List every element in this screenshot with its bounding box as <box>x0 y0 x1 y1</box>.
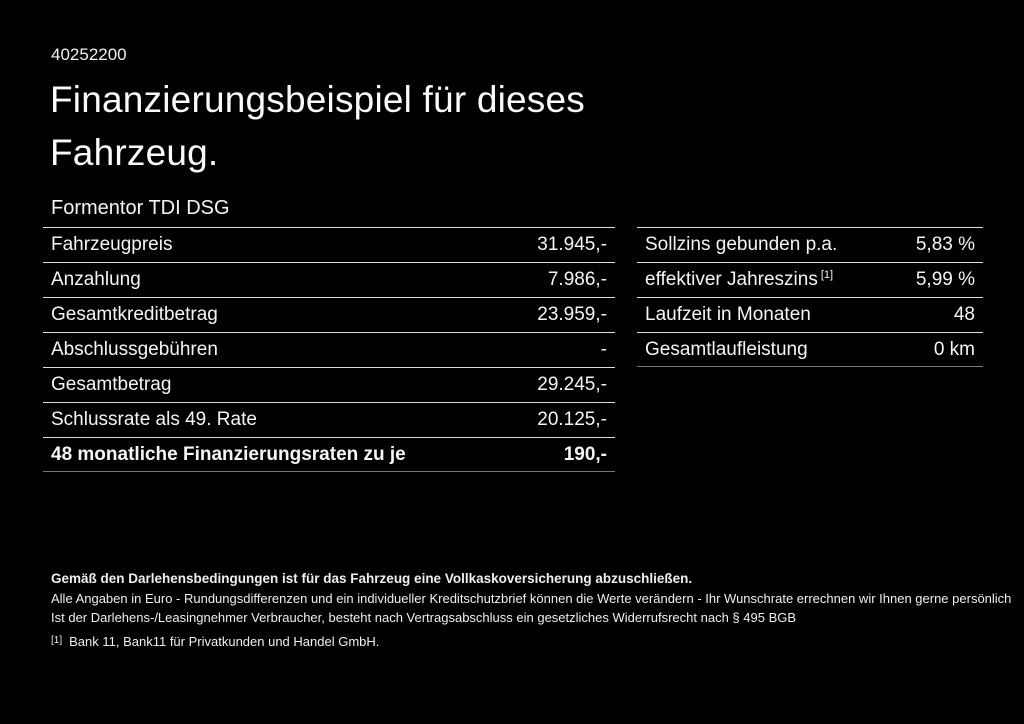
row-value: 0 km <box>933 338 975 360</box>
table-row-effektiver-jahreszins: effektiver Jahreszins [1] 5,99 % <box>637 262 983 297</box>
page-title-line1: Finanzierungsbeispiel für dieses <box>50 79 585 120</box>
finance-table: Fahrzeugpreis 31.945,- Anzahlung 7.986,-… <box>43 227 615 472</box>
footer-withdrawal-note: Ist der Darlehens-/Leasingnehmer Verbrau… <box>51 610 797 625</box>
table-row-gesamtbetrag: Gesamtbetrag 29.245,- <box>43 367 615 402</box>
row-value: 5,99 % <box>915 269 975 290</box>
footer-disclaimer: Alle Angaben in Euro - Rundungsdifferenz… <box>51 591 1012 606</box>
row-value: 5,83 % <box>915 234 975 255</box>
table-row-gesamtkreditbetrag: Gesamtkreditbetrag 23.959,- <box>43 297 615 332</box>
footnote-marker: [1] <box>51 635 63 646</box>
row-value: - <box>600 339 607 360</box>
row-value: 190,- <box>563 443 607 465</box>
row-label: 48 monatliche Finanzierungsraten zu je <box>51 443 406 465</box>
row-value: 29.245,- <box>537 374 607 395</box>
row-label: Gesamtkreditbetrag <box>51 304 218 325</box>
page-title-line2: Fahrzeug. <box>50 132 219 173</box>
page-title: Finanzierungsbeispiel für dieses Fahrzeu… <box>50 73 585 179</box>
conditions-table: Sollzins gebunden p.a. 5,83 % effektiver… <box>637 227 983 367</box>
table-row-anzahlung: Anzahlung 7.986,- <box>43 262 615 297</box>
row-value: 23.959,- <box>537 304 607 325</box>
row-label: effektiver Jahreszins [1] <box>645 269 834 290</box>
row-label: Anzahlung <box>51 269 141 290</box>
footer-insurance-note: Gemäß den Darlehensbedingungen ist für d… <box>51 571 693 586</box>
row-value: 20.125,- <box>537 409 607 430</box>
model-name: Formentor TDI DSG <box>51 197 230 219</box>
table-row-sollzins: Sollzins gebunden p.a. 5,83 % <box>637 227 983 262</box>
row-label: Gesamtbetrag <box>51 374 172 395</box>
table-row-laufzeit: Laufzeit in Monaten 48 <box>637 297 983 332</box>
row-label: Laufzeit in Monaten <box>645 304 811 325</box>
table-row-schlussrate: Schlussrate als 49. Rate 20.125,- <box>43 402 615 437</box>
footnote-bank: [1] Bank 11, Bank11 für Privatkunden und … <box>51 634 379 649</box>
table-row-gesamtlaufleistung: Gesamtlaufleistung 0 km <box>637 332 983 367</box>
table-row-monatsrate: 48 monatliche Finanzierungsraten zu je 1… <box>43 437 615 472</box>
row-label: Abschlussgebühren <box>51 339 218 360</box>
row-value: 31.945,- <box>537 234 607 255</box>
footnote-text: Bank 11, Bank11 für Privatkunden und Han… <box>69 634 380 649</box>
footnote-reference: [1] <box>820 269 834 281</box>
row-label: Gesamtlaufleistung <box>645 338 808 360</box>
row-label: Sollzins gebunden p.a. <box>645 234 838 255</box>
table-row-fahrzeugpreis: Fahrzeugpreis 31.945,- <box>43 227 615 262</box>
row-label: Schlussrate als 49. Rate <box>51 409 257 430</box>
table-row-abschlussgebuehren: Abschlussgebühren - <box>43 332 615 367</box>
row-value: 48 <box>953 304 975 325</box>
row-label: Fahrzeugpreis <box>51 234 173 255</box>
row-value: 7.986,- <box>547 269 607 290</box>
doc-number: 40252200 <box>51 45 127 64</box>
